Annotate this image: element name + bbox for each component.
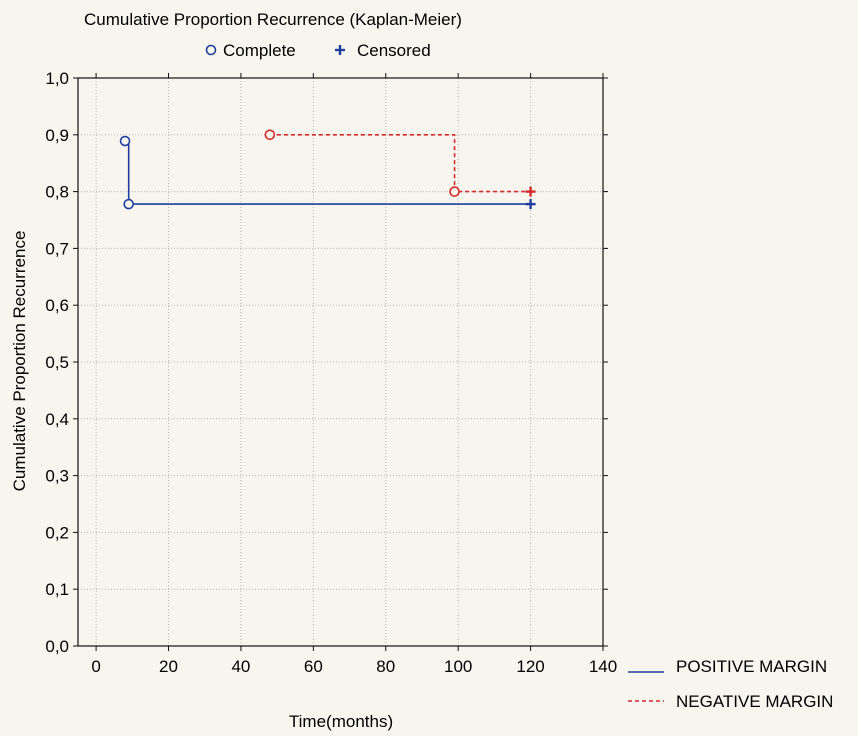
positive-margin-line xyxy=(125,140,531,205)
chart-title: Cumulative Proportion Recurrence (Kaplan… xyxy=(84,10,462,29)
y-tick-label: 0,3 xyxy=(45,467,69,486)
y-tick-label: 0,5 xyxy=(45,353,69,372)
series-lines xyxy=(125,134,531,205)
negative-margin-censored-point xyxy=(525,186,536,197)
x-tick-label: 100 xyxy=(444,657,472,676)
positive-margin-censored-point xyxy=(525,199,536,210)
negative-margin-legend-label: NEGATIVE MARGIN xyxy=(676,692,833,711)
censored-legend-label: Censored xyxy=(357,41,431,60)
axis-ticks xyxy=(73,73,608,651)
y-tick-label: 0,2 xyxy=(45,523,69,542)
negative-margin-complete-point xyxy=(264,129,276,141)
negative-margin-complete-point xyxy=(449,186,460,197)
grid xyxy=(78,77,604,647)
x-tick-label: 60 xyxy=(304,657,323,676)
series-legend: POSITIVE MARGIN NEGATIVE MARGIN xyxy=(628,657,833,711)
complete-legend-label: Complete xyxy=(223,41,296,60)
y-tick-label: 1,0 xyxy=(45,69,69,88)
x-axis-label: Time(months) xyxy=(289,712,393,731)
y-tick-label: 0,7 xyxy=(45,239,69,258)
y-tick-label: 0,0 xyxy=(45,637,69,656)
x-tick-label: 120 xyxy=(516,657,544,676)
marker-legend: Complete Censored xyxy=(205,41,431,60)
y-tick-labels: 0,0 0,1 0,2 0,3 0,4 0,5 0,6 0,7 0,8 0,9 1,0 xyxy=(45,69,69,656)
y-tick-label: 0,1 xyxy=(45,580,69,599)
y-tick-label: 0,8 xyxy=(45,183,69,202)
x-tick-labels: 0 20 40 60 80 100 120 140 xyxy=(91,657,617,676)
x-tick-label: 40 xyxy=(231,657,250,676)
negative-margin-line xyxy=(269,134,531,193)
censored-legend-icon xyxy=(335,45,345,55)
x-tick-label: 80 xyxy=(376,657,395,676)
x-tick-label: 20 xyxy=(159,657,178,676)
y-axis-label: Cumulative Proportion Recurrence xyxy=(10,231,29,492)
x-tick-label: 0 xyxy=(91,657,100,676)
positive-margin-complete-point xyxy=(123,198,134,210)
y-tick-label: 0,6 xyxy=(45,296,69,315)
positive-margin-legend-label: POSITIVE MARGIN xyxy=(676,657,827,676)
series-markers xyxy=(119,129,536,210)
y-tick-label: 0,4 xyxy=(45,410,69,429)
y-tick-label: 0,9 xyxy=(45,126,69,145)
complete-legend-icon xyxy=(205,44,217,56)
positive-margin-complete-point xyxy=(119,135,131,147)
x-tick-label: 140 xyxy=(589,657,617,676)
